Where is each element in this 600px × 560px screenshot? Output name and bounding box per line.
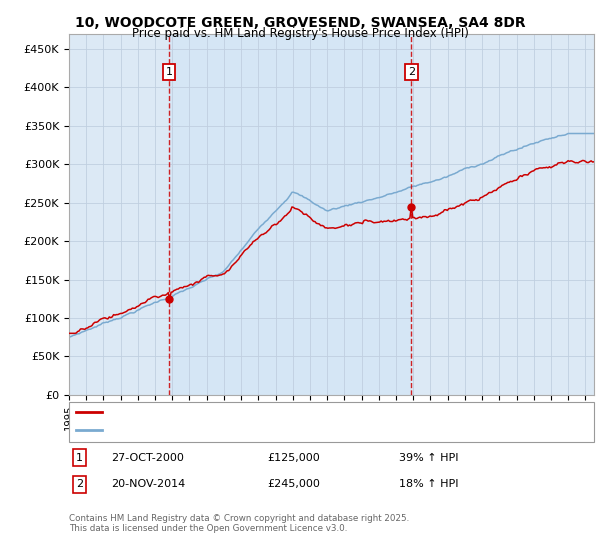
Text: Contains HM Land Registry data © Crown copyright and database right 2025.
This d: Contains HM Land Registry data © Crown c… xyxy=(69,514,409,534)
Text: 1: 1 xyxy=(76,452,83,463)
Text: 1: 1 xyxy=(166,67,173,77)
Text: 27-OCT-2000: 27-OCT-2000 xyxy=(111,452,184,463)
Bar xyxy=(169,34,412,395)
Text: 18% ↑ HPI: 18% ↑ HPI xyxy=(399,479,458,489)
Text: 2: 2 xyxy=(76,479,83,489)
Text: 20-NOV-2014: 20-NOV-2014 xyxy=(111,479,185,489)
Text: 2: 2 xyxy=(408,67,415,77)
Text: £245,000: £245,000 xyxy=(267,479,320,489)
Text: Price paid vs. HM Land Registry's House Price Index (HPI): Price paid vs. HM Land Registry's House … xyxy=(131,27,469,40)
Text: HPI: Average price, detached house, Swansea: HPI: Average price, detached house, Swan… xyxy=(108,424,337,435)
Text: £125,000: £125,000 xyxy=(267,452,320,463)
Text: 10, WOODCOTE GREEN, GROVESEND, SWANSEA, SA4 8DR (detached house): 10, WOODCOTE GREEN, GROVESEND, SWANSEA, … xyxy=(108,407,490,417)
Text: 39% ↑ HPI: 39% ↑ HPI xyxy=(399,452,458,463)
Text: 10, WOODCOTE GREEN, GROVESEND, SWANSEA, SA4 8DR: 10, WOODCOTE GREEN, GROVESEND, SWANSEA, … xyxy=(74,16,526,30)
